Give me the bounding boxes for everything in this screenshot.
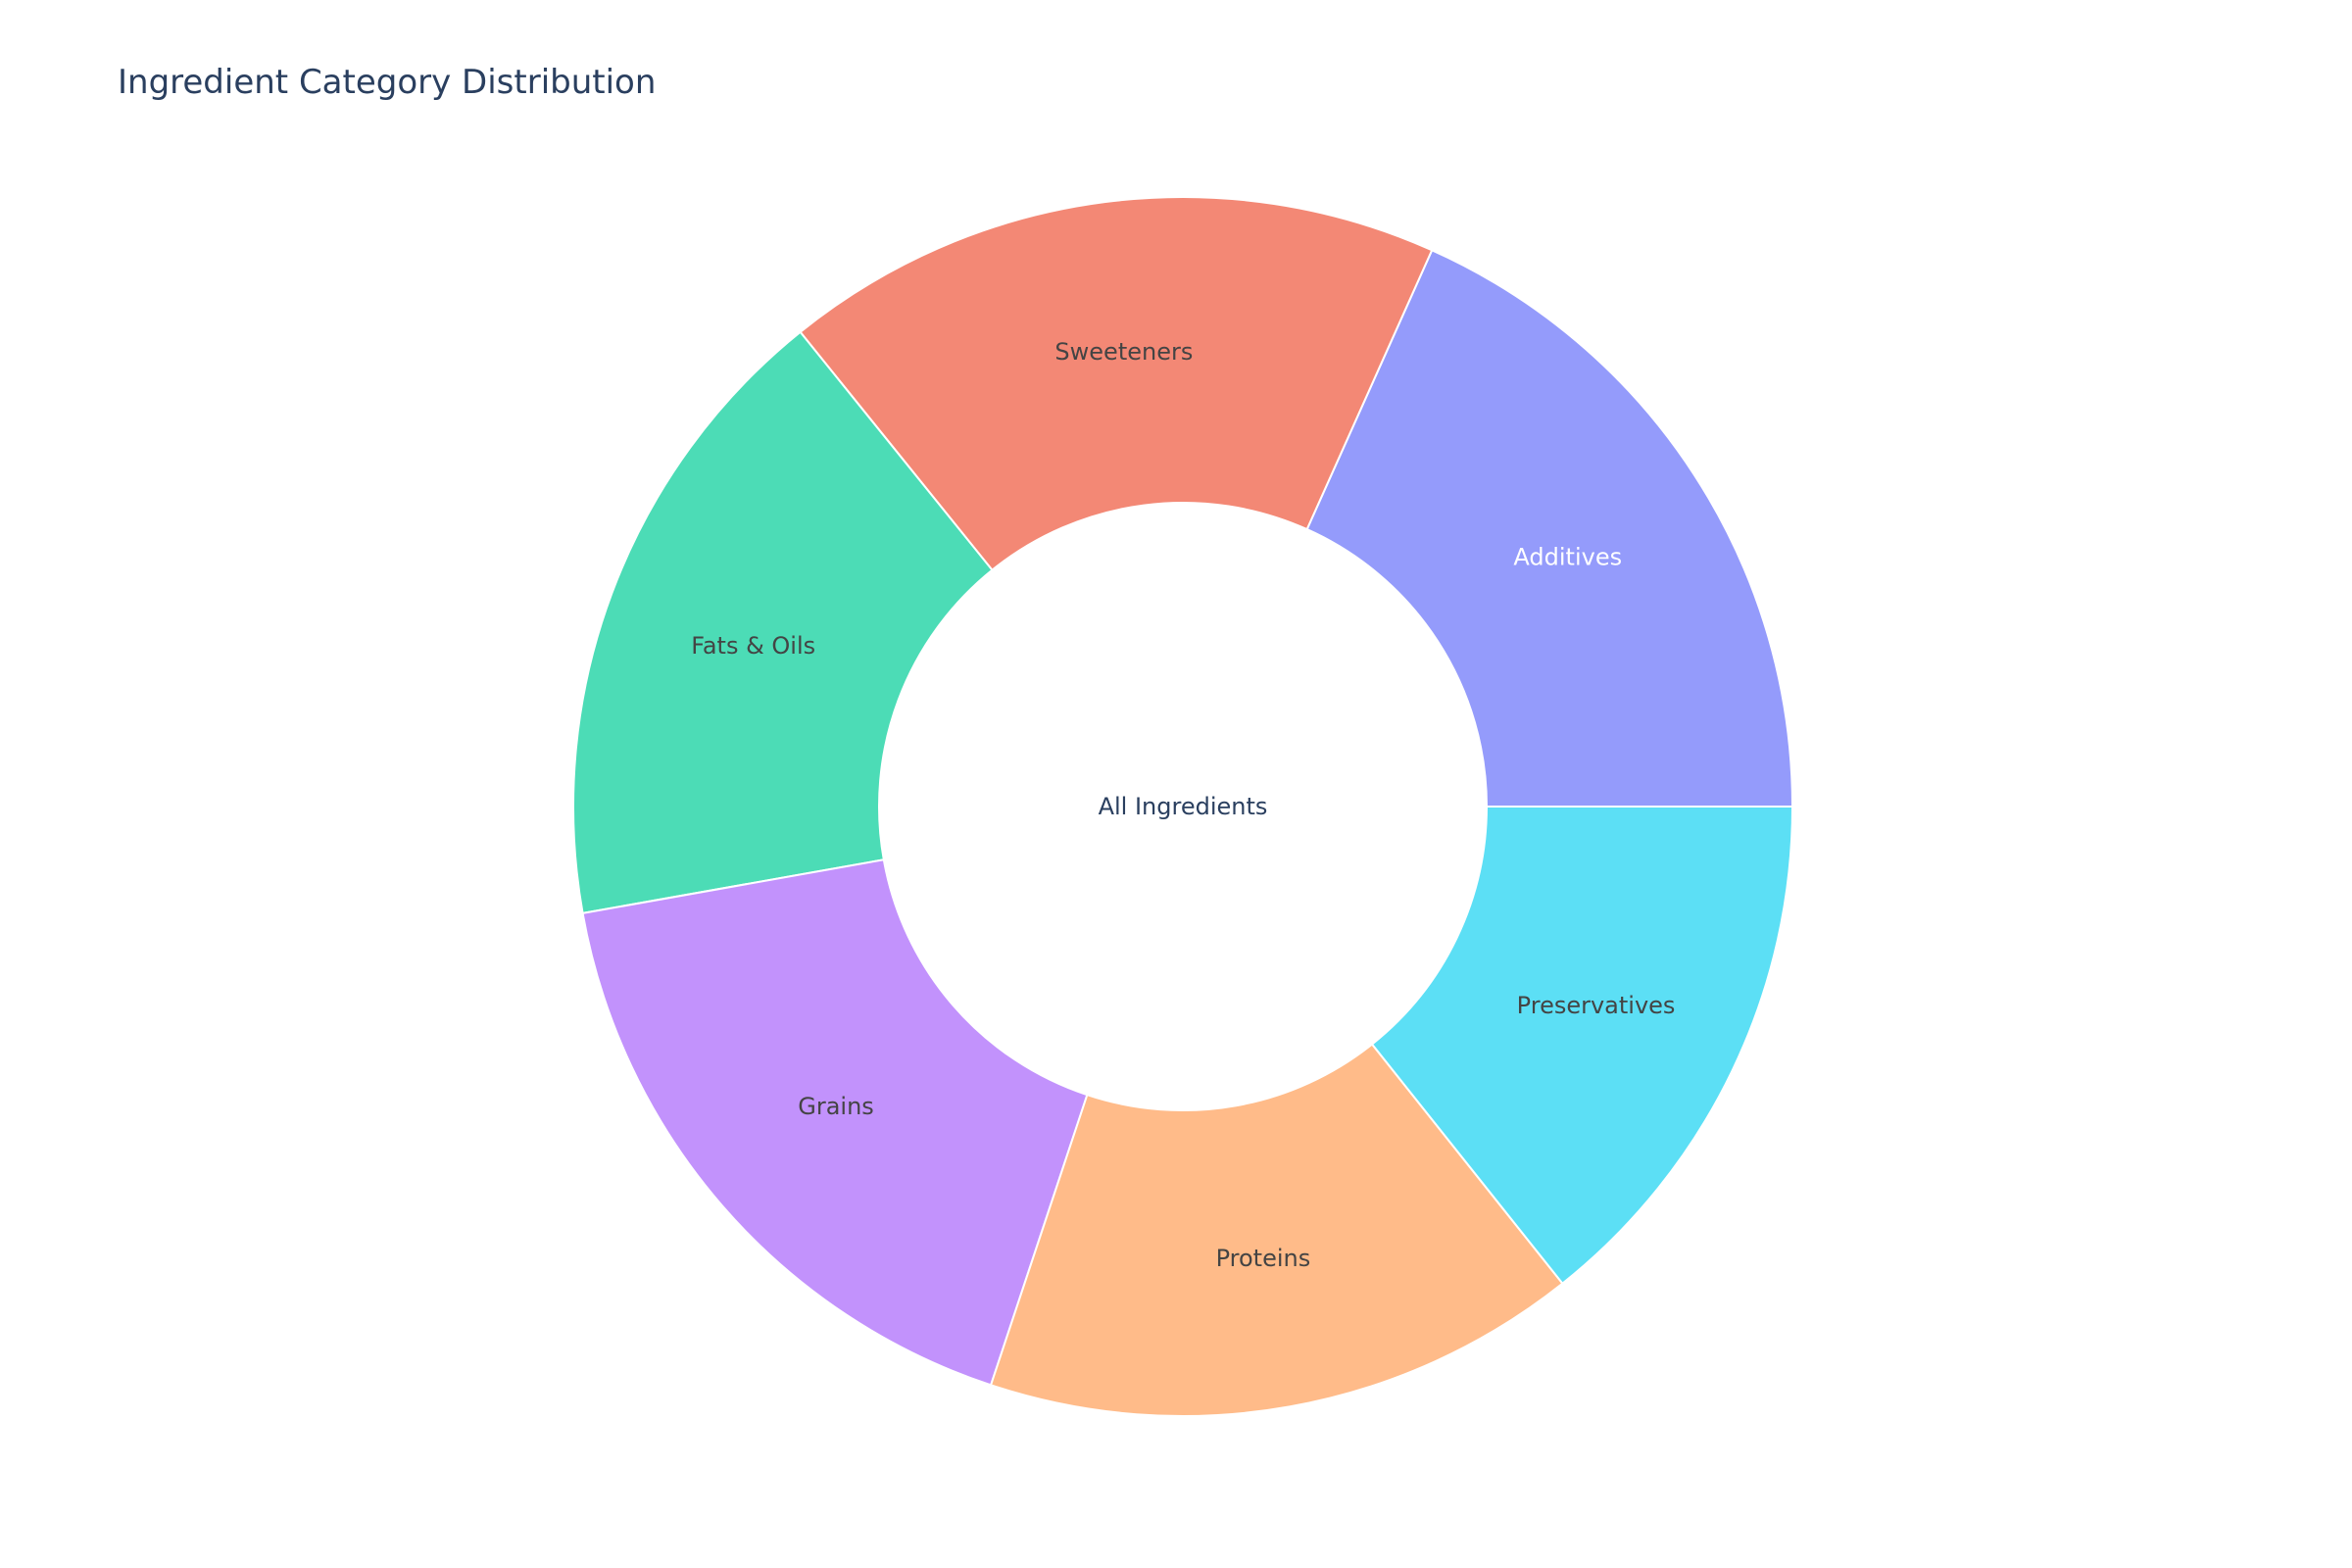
slice-label-preservatives: Preservatives bbox=[1517, 992, 1676, 1019]
slice-proteins[interactable] bbox=[989, 1043, 1564, 1417]
labels-layer: Additives Sweeteners Fats & Oils Grains Prot… bbox=[691, 338, 1675, 1272]
slice-fats-oils[interactable] bbox=[572, 330, 994, 915]
slice-label-grains: Grains bbox=[798, 1093, 874, 1120]
slice-sweeteners[interactable] bbox=[799, 196, 1434, 572]
slice-label-fats-oils: Fats & Oils bbox=[691, 632, 815, 660]
slice-preservatives[interactable] bbox=[1370, 806, 1794, 1286]
chart-title: Ingredient Category Distribution bbox=[118, 63, 657, 102]
center-label: All Ingredients bbox=[1099, 793, 1268, 820]
slice-label-proteins: Proteins bbox=[1216, 1245, 1311, 1272]
slice-label-sweeteners: Sweeteners bbox=[1054, 338, 1193, 366]
slice-additives[interactable] bbox=[1305, 248, 1794, 808]
slices-layer bbox=[572, 196, 1794, 1417]
slice-label-additives: Additives bbox=[1513, 544, 1622, 571]
slice-grains[interactable] bbox=[581, 858, 1089, 1387]
